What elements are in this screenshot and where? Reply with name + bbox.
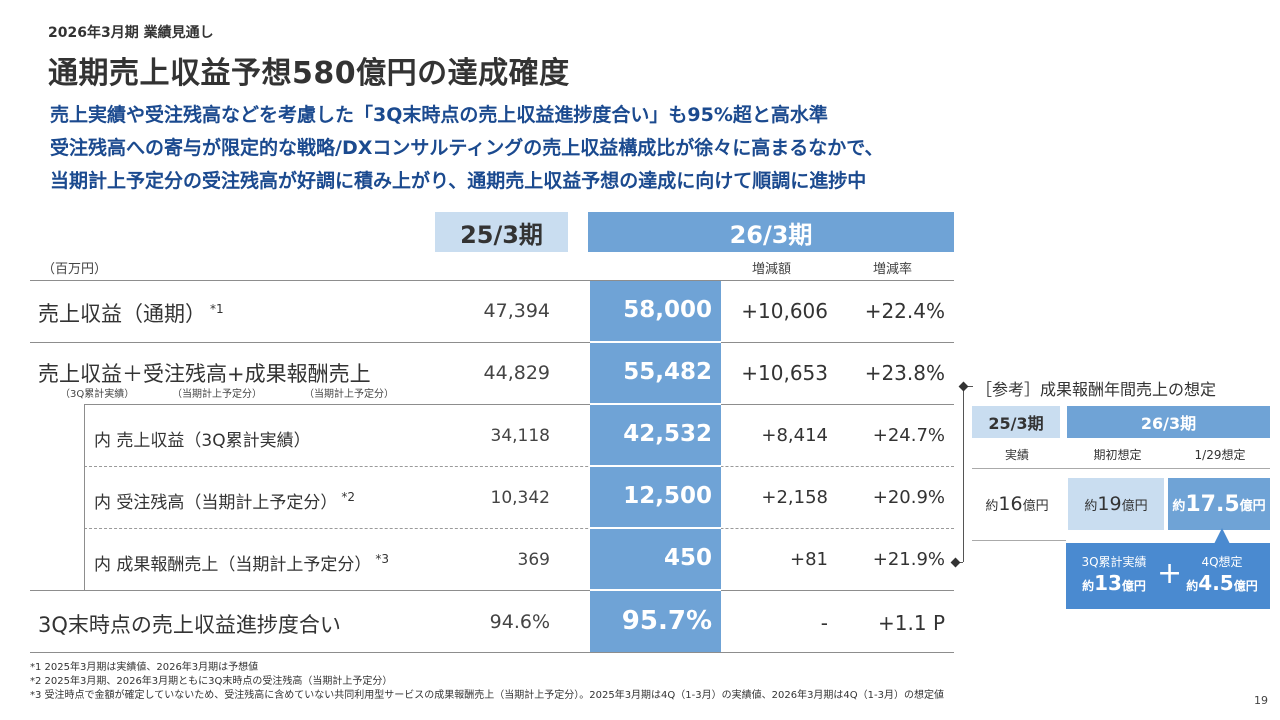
rate-column-header: 増減率 bbox=[873, 262, 913, 277]
row-label-revenue-3q: 内 売上収益（3Q累計実績） bbox=[94, 431, 311, 451]
footnote-ref: *2 bbox=[341, 490, 356, 505]
change-value: +81 bbox=[790, 549, 828, 570]
reference-title: ［参考］成果報酬年間売上の想定 bbox=[976, 380, 1217, 399]
footnote-1: *1 2025年3月期は実績値、2026年3月期は予想値 bbox=[30, 662, 259, 673]
row-label-backlog: 内 受注残高（当期計上予定分） *2 bbox=[94, 490, 356, 513]
indent-rule bbox=[84, 404, 85, 590]
column-separator bbox=[590, 341, 721, 343]
column-separator bbox=[590, 403, 721, 405]
change-value: +2,158 bbox=[761, 487, 828, 508]
row-rule bbox=[84, 404, 954, 405]
change-column-header: 増減額 bbox=[752, 262, 792, 277]
change-value: +10,606 bbox=[741, 299, 828, 323]
cur-period-header: 26/3期 bbox=[588, 212, 954, 252]
row-sublabel: （当期計上予定分） bbox=[172, 389, 262, 400]
rate-value: +20.9% bbox=[872, 487, 945, 508]
footnote-2: *2 2025年3月期、2026年3月期ともに3Q末時点の受注残高（当期計上予定… bbox=[30, 676, 393, 687]
row-label-progress-rate: 3Q末時点の売上収益進捗度合い bbox=[38, 613, 341, 637]
prev-value: 47,394 bbox=[483, 300, 550, 322]
prev-value: 34,118 bbox=[490, 426, 550, 446]
cur-value: 450 bbox=[663, 545, 712, 571]
page-title: 通期売上収益予想580億円の達成確度 bbox=[48, 56, 570, 91]
reference-rule bbox=[972, 540, 1066, 541]
table-bottom-rule bbox=[30, 652, 954, 653]
change-value: - bbox=[820, 611, 828, 635]
row-sublabel: （当期計上予定分） bbox=[304, 389, 394, 400]
column-separator bbox=[590, 589, 721, 591]
prev-value: 94.6% bbox=[489, 611, 550, 633]
connector-line bbox=[963, 386, 964, 562]
reference-initial-value: 約 19 億円 bbox=[1068, 478, 1164, 530]
summary-line-2: 受注残高への寄与が限定的な戦略/DXコンサルティングの売上収益構成比が徐々に高ま… bbox=[50, 137, 884, 159]
reference-sub-initial: 期初想定 bbox=[1093, 448, 1142, 462]
footnote-ref: *1 bbox=[210, 302, 224, 316]
change-value: +8,414 bbox=[761, 425, 828, 446]
cur-value: 55,482 bbox=[623, 359, 712, 385]
prev-period-header: 25/3期 bbox=[435, 212, 568, 252]
change-value: +10,653 bbox=[741, 361, 828, 385]
cur-value: 42,532 bbox=[623, 421, 712, 447]
row-rule bbox=[30, 590, 954, 591]
row-label-performance-fee: 内 成果報酬売上（当期計上予定分） *3 bbox=[94, 552, 390, 575]
column-separator bbox=[590, 527, 721, 529]
cur-value: 58,000 bbox=[623, 297, 712, 323]
page-number: 19 bbox=[1254, 694, 1268, 707]
rate-value: +1.1 P bbox=[878, 611, 945, 635]
section-kicker: 2026年3月期 業績見通し bbox=[48, 25, 214, 41]
breakdown-left-value: 約13億円 bbox=[1082, 571, 1146, 595]
reference-rule bbox=[972, 468, 1270, 469]
reference-sub-latest: 1/29想定 bbox=[1194, 448, 1246, 462]
breakdown-right-label: 4Q想定 bbox=[1201, 555, 1243, 569]
row-label-revenue-backlog-total: 売上収益＋受注残高+成果報酬売上 bbox=[38, 362, 371, 386]
breakdown-right-value: 約4.5億円 bbox=[1186, 571, 1258, 595]
cur-value: 12,500 bbox=[623, 483, 712, 509]
cur-value: 95.7% bbox=[621, 606, 712, 636]
breakdown-callout: 3Q累計実績 約13億円 4Q想定 約4.5億円 bbox=[1066, 543, 1270, 609]
plus-sign: + bbox=[1157, 556, 1183, 591]
rate-value: +22.4% bbox=[864, 299, 945, 323]
summary-line-1: 売上実績や受注残高などを考慮した「3Q末時点の売上収益進捗度合い」も95%超と高… bbox=[50, 104, 828, 126]
row-label-revenue-full-year: 売上収益（通期） *1 bbox=[38, 302, 224, 326]
footnote-ref: *3 bbox=[375, 552, 390, 567]
prev-value: 369 bbox=[517, 550, 550, 570]
row-rule bbox=[30, 342, 954, 343]
row-sublabel: （3Q累計実績） bbox=[60, 389, 135, 400]
reference-prev-header: 25/3期 bbox=[972, 406, 1060, 438]
row-dashed-rule bbox=[84, 528, 954, 529]
prev-value: 44,829 bbox=[483, 362, 550, 384]
reference-sub-actual: 実績 bbox=[1004, 448, 1029, 462]
table-top-rule bbox=[30, 280, 954, 281]
rate-value: +21.9% bbox=[872, 549, 945, 570]
rate-value: +24.7% bbox=[872, 425, 945, 446]
reference-actual-value: 約 16 億円 bbox=[985, 493, 1049, 515]
column-separator bbox=[590, 465, 721, 467]
callout-pointer bbox=[1214, 528, 1230, 544]
breakdown-left-label: 3Q累計実績 bbox=[1081, 555, 1147, 569]
rate-value: +23.8% bbox=[864, 361, 945, 385]
connector-diamond bbox=[950, 557, 961, 568]
unit-label: （百万円） bbox=[42, 262, 108, 277]
footnote-3: *3 受注時点で金額が確定していないため、受注残高に含めていない共同利用型サービ… bbox=[30, 690, 944, 701]
row-dashed-rule bbox=[84, 466, 954, 467]
reference-cur-header: 26/3期 bbox=[1067, 406, 1270, 438]
summary-line-3: 当期計上予定分の受注残高が好調に積み上がり、通期売上収益予想の達成に向けて順調に… bbox=[50, 170, 867, 192]
prev-value: 10,342 bbox=[490, 488, 550, 508]
reference-latest-value: 約 17.5 億円 bbox=[1168, 478, 1270, 530]
connector-diamond bbox=[958, 381, 969, 392]
